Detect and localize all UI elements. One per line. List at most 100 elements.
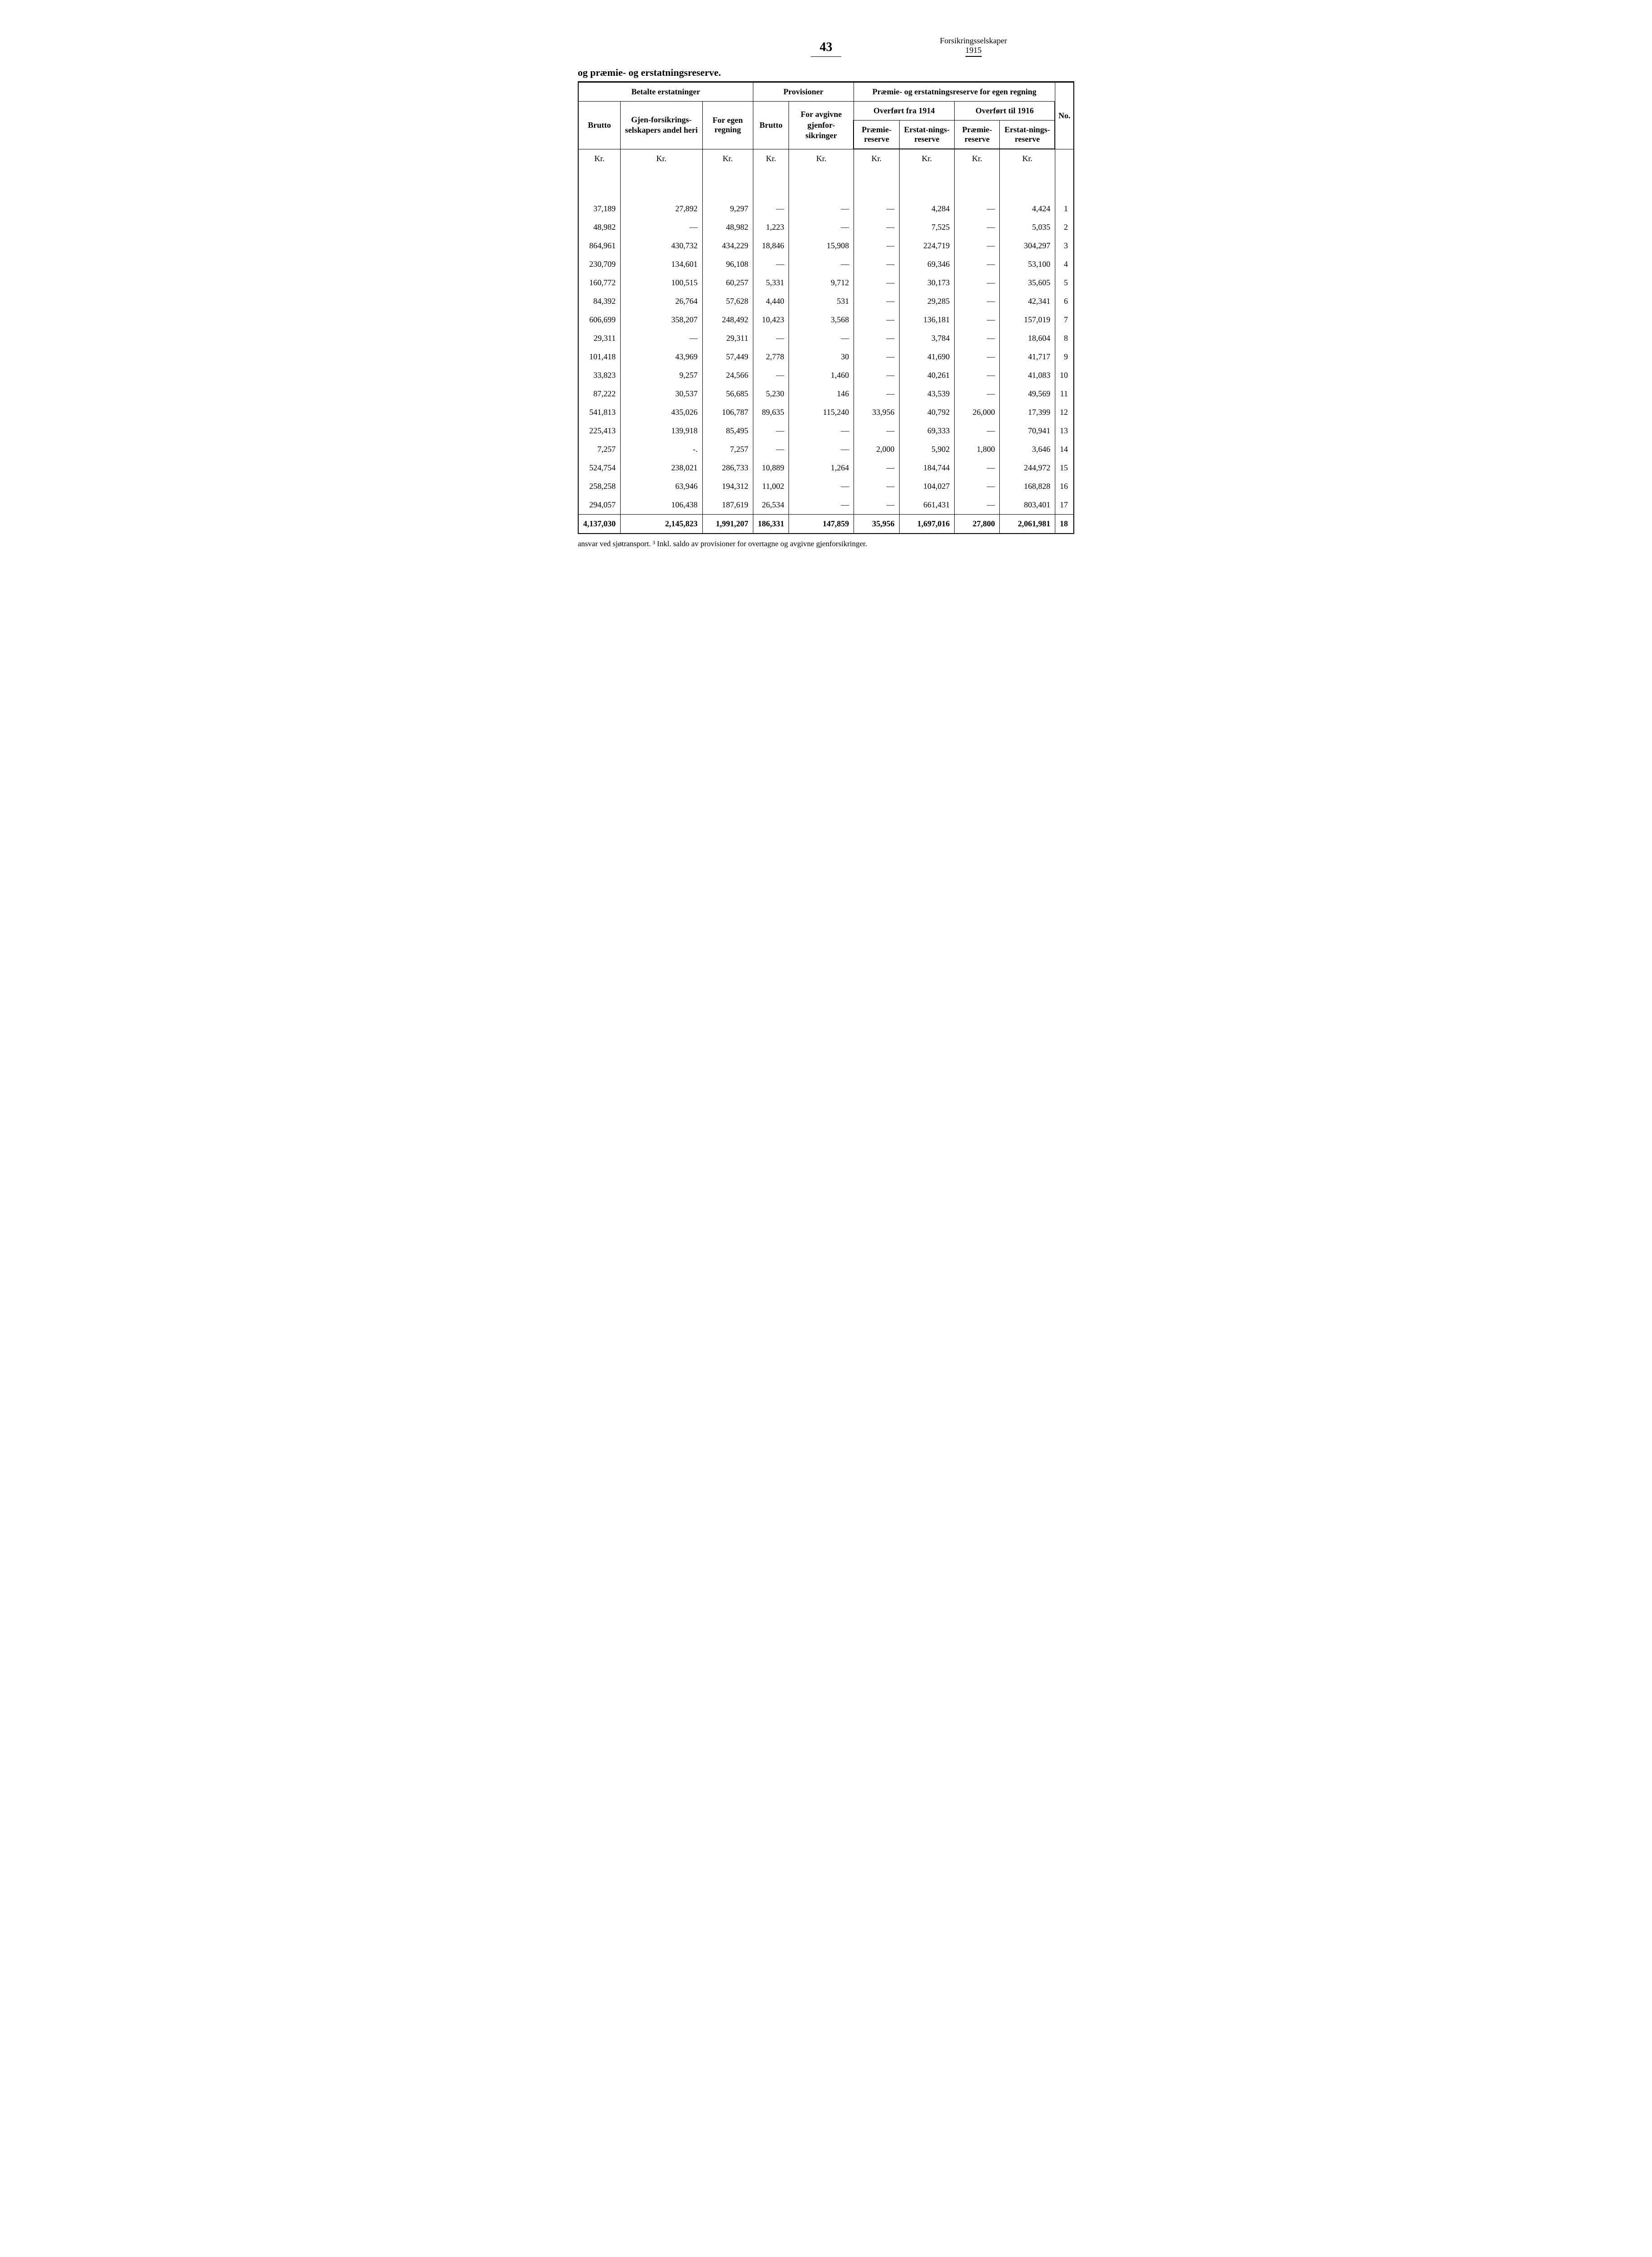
cell: 37,189 bbox=[578, 200, 621, 218]
cell: 57,449 bbox=[702, 348, 753, 366]
th-overf-til: Overført til 1916 bbox=[955, 102, 1055, 121]
cell: 35,605 bbox=[1000, 274, 1055, 292]
cell: 30,537 bbox=[621, 385, 703, 403]
cell: 13 bbox=[1055, 422, 1074, 440]
cell: 2,145,823 bbox=[621, 515, 703, 534]
cell: 1,697,016 bbox=[899, 515, 954, 534]
cell: 244,972 bbox=[1000, 459, 1055, 477]
footnote: ansvar ved sjøtransport. ³ Inkl. saldo a… bbox=[578, 539, 1074, 548]
cell: — bbox=[955, 255, 1000, 274]
cell: 9,297 bbox=[702, 200, 753, 218]
cell: — bbox=[955, 422, 1000, 440]
cell: 18,604 bbox=[1000, 329, 1055, 348]
unit-cell: Kr. bbox=[955, 149, 1000, 168]
cell: 40,792 bbox=[899, 403, 954, 422]
table-row: 48,982—48,9821,223——7,525—5,0352 bbox=[578, 218, 1074, 237]
cell: — bbox=[753, 200, 789, 218]
cell: 435,026 bbox=[621, 403, 703, 422]
cell: 3,646 bbox=[1000, 440, 1055, 459]
cell: 661,431 bbox=[899, 496, 954, 515]
table-row: 87,22230,53756,6855,230146—43,539—49,569… bbox=[578, 385, 1074, 403]
cell: 7 bbox=[1055, 311, 1074, 329]
cell: — bbox=[955, 348, 1000, 366]
th-no: No. bbox=[1055, 82, 1074, 149]
table-row: 37,18927,8929,297———4,284—4,4241 bbox=[578, 200, 1074, 218]
cell: — bbox=[854, 348, 899, 366]
cell: — bbox=[854, 237, 899, 255]
cell: 41,690 bbox=[899, 348, 954, 366]
unit-cell: Kr. bbox=[854, 149, 899, 168]
unit-cell: Kr. bbox=[789, 149, 854, 168]
th-er2: Erstat-nings-reserve bbox=[1000, 121, 1055, 149]
cell: — bbox=[621, 329, 703, 348]
th-betalte: Betalte erstatninger bbox=[578, 82, 753, 102]
cell: 4 bbox=[1055, 255, 1074, 274]
cell: 27,800 bbox=[955, 515, 1000, 534]
cell: 7,257 bbox=[578, 440, 621, 459]
cell: 15,908 bbox=[789, 237, 854, 255]
th-provisioner: Provisioner bbox=[753, 82, 854, 102]
cell: 115,240 bbox=[789, 403, 854, 422]
cell: 1 bbox=[1055, 200, 1074, 218]
cell: 106,438 bbox=[621, 496, 703, 515]
cell: — bbox=[854, 292, 899, 311]
cell: — bbox=[955, 329, 1000, 348]
table-row: 524,754238,021286,73310,8891,264—184,744… bbox=[578, 459, 1074, 477]
table-row: 294,057106,438187,61926,534——661,431—803… bbox=[578, 496, 1074, 515]
cell: 136,181 bbox=[899, 311, 954, 329]
unit-cell: Kr. bbox=[1000, 149, 1055, 168]
cell: 358,207 bbox=[621, 311, 703, 329]
cell: — bbox=[854, 255, 899, 274]
cell: 100,515 bbox=[621, 274, 703, 292]
cell: 43,969 bbox=[621, 348, 703, 366]
cell: — bbox=[753, 422, 789, 440]
cell: 12 bbox=[1055, 403, 1074, 422]
cell: 69,333 bbox=[899, 422, 954, 440]
total-row: 4,137,030 2,145,823 1,991,207 186,331 14… bbox=[578, 515, 1074, 534]
cell: 168,828 bbox=[1000, 477, 1055, 496]
cell: 5,035 bbox=[1000, 218, 1055, 237]
cell: — bbox=[955, 459, 1000, 477]
unit-cell bbox=[1055, 149, 1074, 168]
cell: 35,956 bbox=[854, 515, 899, 534]
cell: 224,719 bbox=[899, 237, 954, 255]
cell: 238,021 bbox=[621, 459, 703, 477]
cell: — bbox=[854, 477, 899, 496]
cell: 186,331 bbox=[753, 515, 789, 534]
table-row: 101,41843,96957,4492,77830—41,690—41,717… bbox=[578, 348, 1074, 366]
cell: 430,732 bbox=[621, 237, 703, 255]
cell: 434,229 bbox=[702, 237, 753, 255]
cell: 139,918 bbox=[621, 422, 703, 440]
cell: 56,685 bbox=[702, 385, 753, 403]
table-row: 7,257-.7,257——2,0005,9021,8003,64614 bbox=[578, 440, 1074, 459]
table-row: 230,709134,60196,108———69,346—53,1004 bbox=[578, 255, 1074, 274]
cell: 160,772 bbox=[578, 274, 621, 292]
cell: 134,601 bbox=[621, 255, 703, 274]
th-pr1: Præmie-reserve bbox=[854, 121, 899, 149]
cell: 29,311 bbox=[578, 329, 621, 348]
th-gjen: Gjen-forsikrings-selskapers andel heri bbox=[621, 102, 703, 149]
cell: 864,961 bbox=[578, 237, 621, 255]
cell: 14 bbox=[1055, 440, 1074, 459]
cell: — bbox=[789, 496, 854, 515]
doc-header-right: Forsikringsselskaper 1915 bbox=[900, 36, 1047, 57]
cell: 8 bbox=[1055, 329, 1074, 348]
cell: 187,619 bbox=[702, 496, 753, 515]
cell: 5 bbox=[1055, 274, 1074, 292]
spacer-row bbox=[578, 168, 1074, 200]
cell: 4,424 bbox=[1000, 200, 1055, 218]
cell: 1,460 bbox=[789, 366, 854, 385]
cell: 6 bbox=[1055, 292, 1074, 311]
units-row: Kr. Kr. Kr. Kr. Kr. Kr. Kr. Kr. Kr. bbox=[578, 149, 1074, 168]
cell: 17,399 bbox=[1000, 403, 1055, 422]
cell: — bbox=[753, 366, 789, 385]
cell: 30,173 bbox=[899, 274, 954, 292]
cell: — bbox=[753, 329, 789, 348]
unit-cell: Kr. bbox=[753, 149, 789, 168]
page-header: 43 Forsikringsselskaper 1915 bbox=[578, 36, 1074, 60]
cell: 1,223 bbox=[753, 218, 789, 237]
cell: 85,495 bbox=[702, 422, 753, 440]
cell: 2,000 bbox=[854, 440, 899, 459]
section-title: og præmie- og erstatningsreserve. bbox=[578, 67, 1074, 79]
cell: — bbox=[789, 329, 854, 348]
